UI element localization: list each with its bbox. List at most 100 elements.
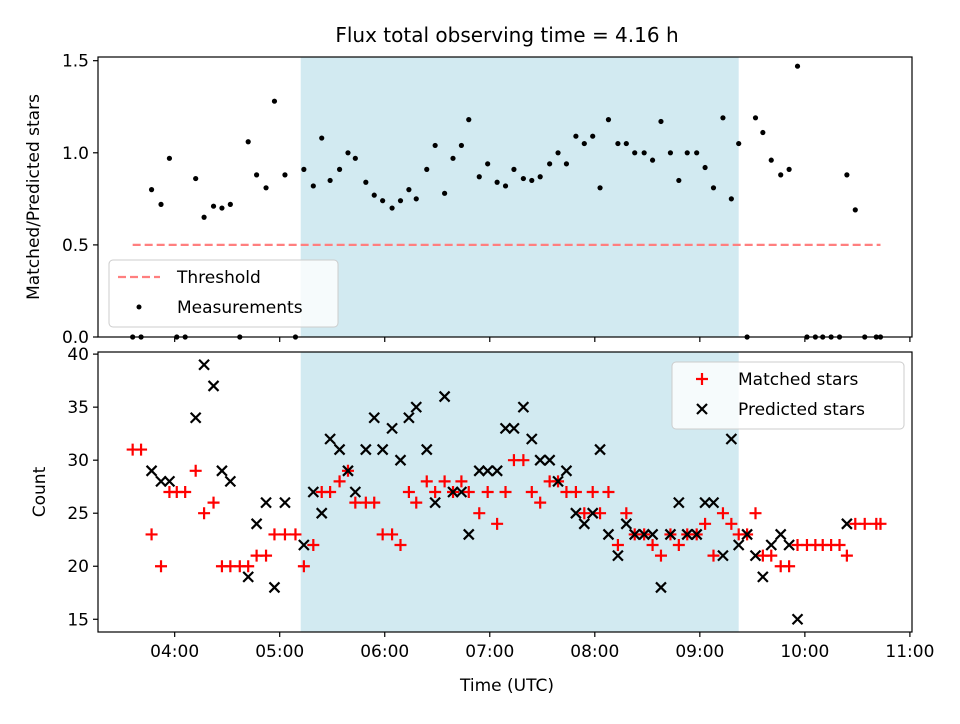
measurement-point xyxy=(529,177,535,184)
y-tick-label: 15 xyxy=(67,610,89,630)
x-tick-label: 04:00 xyxy=(150,642,199,662)
ratio-panel: 0.0 0.5 1.0 1.5 Matched/Predicted stars Thr… xyxy=(24,52,913,348)
predicted-star-point xyxy=(717,549,729,562)
predicted-star-point xyxy=(749,549,762,562)
predicted-star-point xyxy=(403,411,415,424)
matched-star-point xyxy=(297,560,310,573)
matched-star-point xyxy=(473,507,486,520)
matched-star-point xyxy=(368,496,381,509)
measurement-point xyxy=(794,63,801,69)
predicted-star-point xyxy=(307,486,320,498)
predicted-star-point xyxy=(586,507,599,519)
predicted-star-point xyxy=(681,528,694,541)
predicted-star-point xyxy=(791,613,804,626)
measurement-point xyxy=(210,203,217,209)
measurement-point xyxy=(547,161,553,167)
measurement-point xyxy=(413,196,419,202)
matched-star-point xyxy=(462,486,475,498)
predicted-star-point xyxy=(578,518,591,530)
count-legend: Matched stars Predicted stars xyxy=(671,361,905,430)
predicted-star-point xyxy=(638,528,650,541)
predicted-star-point xyxy=(499,422,512,435)
x-tick-label: 09:00 xyxy=(675,642,724,662)
matched-star-point xyxy=(278,528,291,541)
predicted-star-point xyxy=(570,507,582,519)
matched-star-point xyxy=(429,486,442,498)
matched-star-point xyxy=(725,517,738,530)
predicted-star-point xyxy=(268,581,281,594)
predicted-star-point xyxy=(279,496,291,509)
predicted-star-point xyxy=(725,433,738,445)
matched-star-point xyxy=(569,486,582,498)
matched-star-point xyxy=(189,464,202,477)
predicted-star-point xyxy=(699,496,711,509)
predicted-star-point xyxy=(216,465,228,477)
matched-star-point xyxy=(307,539,320,552)
predicted-star-point xyxy=(612,549,624,562)
y-tick-label: 20 xyxy=(67,557,89,577)
predicted-star-point xyxy=(394,454,407,466)
matched-star-point xyxy=(783,560,796,573)
measurement-point xyxy=(406,187,412,193)
matched-star-point xyxy=(707,549,720,562)
predicted-star-point xyxy=(368,411,381,424)
measurement-point xyxy=(537,174,543,180)
matched-star-point xyxy=(874,517,887,530)
observing-window-shade xyxy=(300,57,739,337)
predicted-star-point xyxy=(376,443,389,456)
measurement-point xyxy=(282,172,288,178)
predicted-star-point xyxy=(774,528,787,541)
predicted-star-point xyxy=(552,475,564,488)
measurement-point xyxy=(310,183,316,189)
matched-star-point xyxy=(646,539,659,552)
measurement-point xyxy=(271,98,278,104)
matched-star-point xyxy=(349,496,362,509)
measurement-point xyxy=(458,142,465,149)
predicted-star-point xyxy=(765,539,778,551)
measurement-point xyxy=(720,115,726,121)
matched-star-point xyxy=(620,507,633,520)
predicted-star-point xyxy=(410,401,423,413)
measurement-point xyxy=(502,183,509,189)
measurement-point xyxy=(424,166,430,172)
predicted-star-point xyxy=(707,496,720,509)
matched-star-point xyxy=(525,486,538,498)
legend-matched-label: Matched stars xyxy=(738,370,858,390)
count-panel: 15 20 25 30 35 40 04:00 05:00 06:00 07:00 08:00 09… xyxy=(30,345,934,696)
y-tick-label: 0.0 xyxy=(62,328,89,348)
predicted-star-point xyxy=(534,454,546,466)
measurement-point xyxy=(380,198,386,204)
matched-star-point xyxy=(455,475,468,488)
measurement-point xyxy=(193,175,199,182)
x-tick-label: 11:00 xyxy=(885,642,934,662)
measurement-point xyxy=(389,205,395,211)
matched-star-point xyxy=(602,486,615,498)
measurement-point xyxy=(844,172,850,178)
legend-matched-swatch xyxy=(696,373,708,385)
matched-star-point xyxy=(289,528,302,541)
y-tick-label: 35 xyxy=(67,398,89,418)
predicted-star-point xyxy=(420,443,433,456)
measurement-point xyxy=(494,179,500,185)
ratio-y-ticks: 0.0 0.5 1.0 1.5 xyxy=(62,52,98,348)
measurement-point xyxy=(760,129,766,136)
matched-star-point xyxy=(402,486,415,498)
x-tick-label: 05:00 xyxy=(255,642,304,662)
matched-star-point xyxy=(260,549,273,562)
matched-star-point xyxy=(716,507,729,520)
legend-measurements-swatch xyxy=(136,304,142,310)
matched-star-point xyxy=(654,549,667,562)
matched-star-point xyxy=(858,517,871,530)
measurement-point xyxy=(667,150,674,156)
matched-star-point xyxy=(410,496,423,509)
x-tick-label: 08:00 xyxy=(570,642,619,662)
measurement-point xyxy=(590,133,596,139)
measurement-point xyxy=(245,139,251,145)
measurement-point xyxy=(658,118,664,125)
predicted-star-point xyxy=(602,528,615,541)
measurement-point xyxy=(676,177,682,184)
measurement-point xyxy=(786,166,792,172)
measurement-point xyxy=(641,150,647,156)
matched-star-point xyxy=(386,528,399,541)
measurement-point xyxy=(432,142,438,149)
